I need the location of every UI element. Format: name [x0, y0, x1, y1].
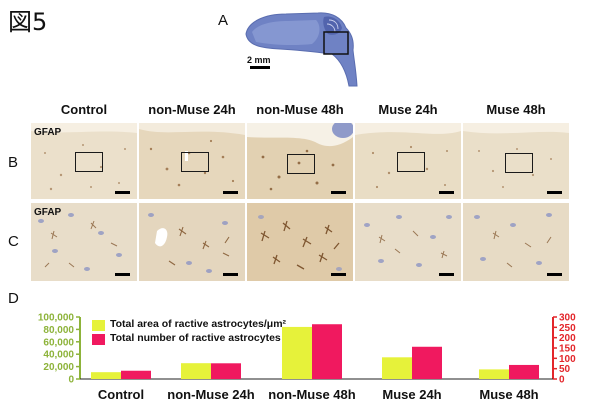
stain-label: GFAP	[34, 127, 62, 138]
micrograph-c-muse-48h	[463, 203, 569, 281]
category-label: non-Muse 48h	[268, 387, 355, 402]
scale-bar	[115, 273, 130, 276]
micrograph-c-control: GFAP	[31, 203, 137, 281]
bar-number-3	[412, 346, 442, 379]
zoom-region-box	[397, 152, 425, 172]
brain-scale-bar	[250, 66, 270, 69]
column-header-muse-48h: Muse 48h	[486, 102, 546, 117]
category-label: Muse 24h	[382, 387, 441, 402]
legend-swatch-area	[92, 320, 105, 331]
column-header-control: Control	[60, 102, 108, 117]
bar-area-0	[91, 372, 121, 379]
scale-bar	[331, 273, 346, 276]
bar-area-3	[382, 357, 412, 379]
category-label: Control	[98, 387, 144, 402]
left-axis-tick-label: 20,000	[43, 362, 74, 373]
micrograph-b-non-muse-24h	[139, 123, 245, 199]
zoom-region-box	[287, 154, 315, 174]
right-axis-tick-label: 250	[559, 323, 576, 334]
stain-label: GFAP	[34, 207, 62, 218]
legend-label-number: Total number of ractive astrocytes	[110, 332, 281, 344]
bar-number-0	[121, 370, 151, 379]
right-axis-tick-label: 0	[559, 375, 565, 386]
bar-series-group	[80, 324, 553, 380]
scale-bar	[331, 191, 346, 194]
scale-bar	[223, 273, 238, 276]
brain-section-image	[236, 4, 366, 94]
right-axis-tick-label: 300	[559, 313, 576, 324]
left-axis-tick-label: 0	[68, 375, 74, 386]
panel-letter-b: B	[8, 154, 19, 171]
left-axis-tick-label: 60,000	[43, 337, 74, 348]
scale-bar	[439, 191, 454, 194]
zoom-region-box	[75, 152, 103, 172]
column-header-non-muse-24h: non-Muse 24h	[148, 102, 236, 117]
left-axis-tick-label: 80,000	[43, 325, 74, 336]
right-axis-tick-label: 100	[559, 354, 576, 365]
scale-bar	[439, 273, 454, 276]
micrograph-b-control: GFAP	[31, 123, 137, 199]
category-label: non-Muse 24h	[167, 387, 254, 402]
category-labels: Control non-Muse 24h non-Muse 48h Muse 24h M…	[98, 387, 539, 402]
right-axis-tick-label: 200	[559, 333, 576, 344]
right-axis-tick-label: 50	[559, 364, 571, 375]
bar-number-4	[509, 364, 539, 379]
micrograph-c-non-muse-48h	[247, 203, 353, 281]
legend-label-area: Total area of ractive astrocytes/μm²	[110, 318, 287, 330]
column-header-non-muse-48h: non-Muse 48h	[256, 102, 344, 117]
zoom-region-box	[505, 153, 533, 173]
brain-scale-label: 2 mm	[247, 55, 271, 65]
micrograph-c-non-muse-24h	[139, 203, 245, 281]
scale-bar	[115, 191, 130, 194]
scale-bar	[223, 191, 238, 194]
bar-area-1	[181, 363, 211, 379]
category-label: Muse 48h	[479, 387, 538, 402]
bar-area-2	[282, 326, 312, 379]
scale-bar	[547, 273, 562, 276]
column-header-muse-24h: Muse 24h	[378, 102, 438, 117]
scale-bar	[547, 191, 562, 194]
micrograph-b-muse-24h	[355, 123, 461, 199]
panel-letter-a: A	[218, 12, 229, 29]
zoom-region-box	[181, 152, 209, 172]
panel-letter-c: C	[8, 233, 19, 250]
micrograph-b-muse-48h	[463, 123, 569, 199]
micrograph-b-non-muse-48h	[247, 123, 353, 199]
bar-number-1	[211, 363, 241, 379]
right-axis-tick-label: 150	[559, 344, 576, 355]
micrograph-c-muse-24h	[355, 203, 461, 281]
panel-letter-d: D	[8, 290, 19, 307]
legend-swatch-number	[92, 334, 105, 345]
bar-number-2	[312, 324, 342, 379]
bar-area-4	[479, 369, 509, 379]
figure-title: 図5	[8, 8, 48, 36]
left-axis-tick-label: 40,000	[43, 350, 74, 361]
left-axis-tick-label: 100,000	[38, 313, 75, 324]
